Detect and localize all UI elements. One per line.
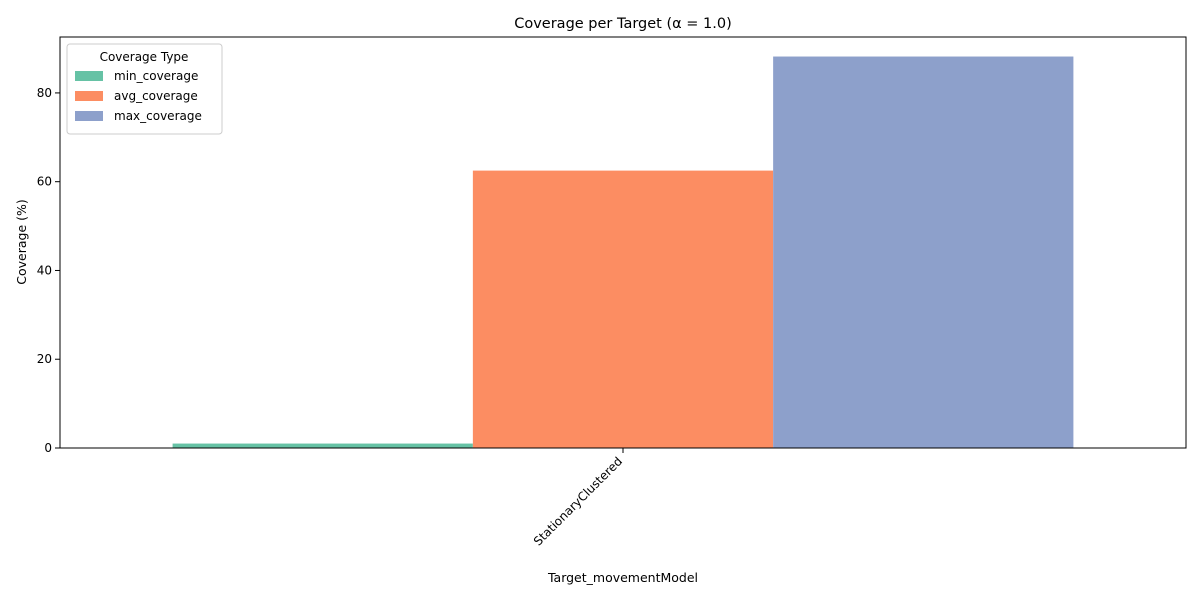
y-tick-label: 80 — [37, 86, 52, 100]
y-tick-label: 60 — [37, 175, 52, 189]
bar-min_coverage — [172, 443, 473, 448]
legend: Coverage Type min_coverage avg_coveragema… — [66, 43, 223, 135]
legend-swatch-min_coverage — [75, 71, 103, 81]
x-axis-label: Target_movementModel — [547, 570, 698, 585]
y-tick-label: 20 — [37, 352, 52, 366]
legend-box — [66, 43, 223, 135]
legend-label-min_coverage: min_coverage — [114, 69, 198, 83]
legend-swatch-max_coverage — [75, 111, 103, 121]
y-tick-label: 40 — [37, 263, 52, 277]
chart-title: Coverage per Target (α = 1.0) — [514, 16, 732, 32]
legend-title: Coverage Type — [100, 50, 189, 64]
bar-avg_coverage — [472, 170, 774, 448]
x-tick-label: StationaryClustered — [531, 454, 625, 548]
bars-group — [172, 56, 1074, 449]
y-axis-label: Coverage (%) — [14, 199, 29, 285]
legend-label-avg_coverage: avg_coverage — [114, 89, 198, 103]
legend-items: min_coverage avg_coverage max_coverage — [75, 69, 202, 123]
y-axis: 0 20 40 60 80 — [37, 86, 60, 455]
legend-swatch-avg_coverage — [75, 91, 103, 101]
y-tick-label: 0 — [44, 441, 52, 455]
x-axis: StationaryClustered — [531, 448, 625, 549]
bar-max_coverage — [773, 56, 1074, 449]
legend-label-max_coverage: max_coverage — [114, 109, 202, 123]
